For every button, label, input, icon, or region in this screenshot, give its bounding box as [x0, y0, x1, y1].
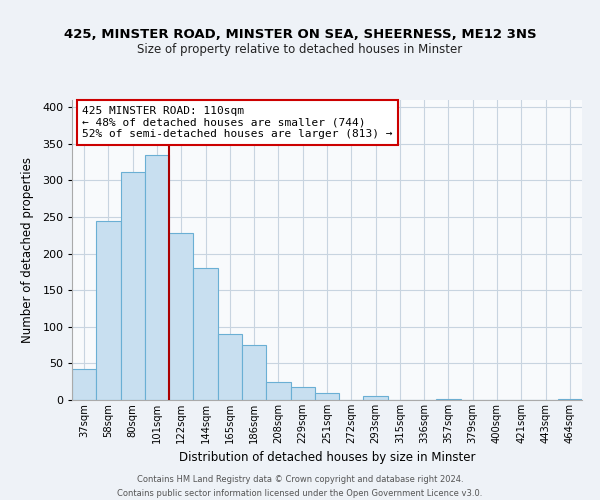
Bar	[145, 155, 169, 400]
Bar	[169, 233, 193, 400]
Bar	[290, 387, 315, 400]
X-axis label: Distribution of detached houses by size in Minster: Distribution of detached houses by size …	[179, 452, 475, 464]
Text: Contains HM Land Registry data © Crown copyright and database right 2024.
Contai: Contains HM Land Registry data © Crown c…	[118, 476, 482, 498]
Bar	[96, 220, 121, 400]
Bar	[436, 398, 461, 400]
Bar	[558, 398, 582, 400]
Bar	[121, 172, 145, 400]
Bar	[364, 396, 388, 400]
Bar	[266, 382, 290, 400]
Text: Size of property relative to detached houses in Minster: Size of property relative to detached ho…	[137, 42, 463, 56]
Text: 425 MINSTER ROAD: 110sqm
← 48% of detached houses are smaller (744)
52% of semi-: 425 MINSTER ROAD: 110sqm ← 48% of detach…	[82, 106, 392, 139]
Text: 425, MINSTER ROAD, MINSTER ON SEA, SHEERNESS, ME12 3NS: 425, MINSTER ROAD, MINSTER ON SEA, SHEER…	[64, 28, 536, 40]
Bar	[193, 268, 218, 400]
Bar	[72, 368, 96, 400]
Bar	[218, 334, 242, 400]
Bar	[242, 345, 266, 400]
Y-axis label: Number of detached properties: Number of detached properties	[21, 157, 34, 343]
Bar	[315, 392, 339, 400]
